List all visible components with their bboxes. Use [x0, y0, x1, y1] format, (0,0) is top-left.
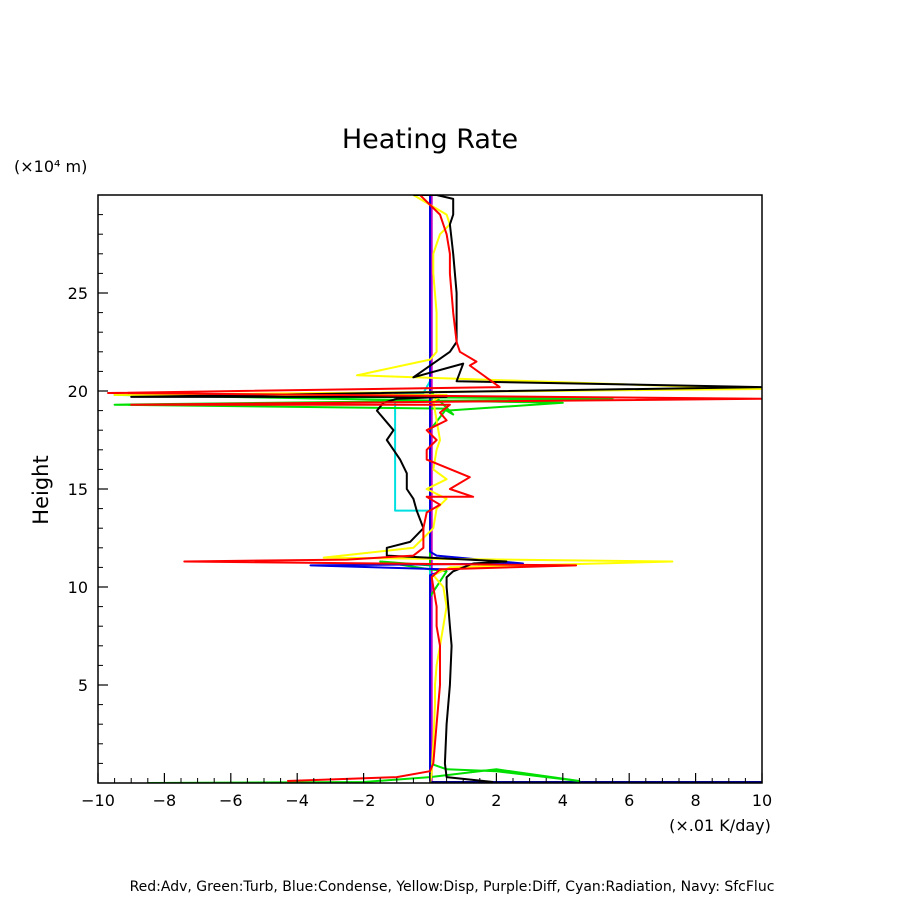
x-tick-label: −4: [285, 791, 309, 810]
x-tick-label: −10: [81, 791, 115, 810]
series-layer: [107, 195, 762, 783]
x-tick-label: −8: [153, 791, 177, 810]
x-tick-label: 0: [425, 791, 435, 810]
x-tick-label: 4: [558, 791, 568, 810]
x-axis-label: (×.01 K/day): [669, 816, 771, 835]
x-tick-label: −6: [219, 791, 243, 810]
y-tick-label: 20: [68, 382, 88, 401]
axis-layer: −10 −8 −6 −4 −2 0 2 4 6 8 10 5 10 15 20 25: [68, 214, 772, 810]
series-line-4: [309, 195, 524, 783]
y-tick-label: 5: [78, 676, 88, 695]
x-tick-label: −2: [352, 791, 376, 810]
plot-frame: [97, 194, 763, 784]
chart-title: Heating Rate: [342, 124, 518, 155]
series-line-7: [107, 195, 762, 782]
y-tick-label: 25: [68, 284, 88, 303]
series-line-1: [429, 195, 762, 783]
series-line-5: [113, 195, 762, 783]
x-tick-label: 8: [691, 791, 701, 810]
legend-text: Red:Adv, Green:Turb, Blue:Condense, Yell…: [130, 879, 775, 895]
series-line-2: [394, 380, 431, 783]
series-line-6: [130, 195, 762, 783]
x-tick-label: 10: [752, 791, 772, 810]
y-tick-label: 15: [68, 480, 88, 499]
y-tick-label: 10: [68, 578, 88, 597]
x-tick-label: 2: [491, 791, 501, 810]
x-tick-label: 6: [624, 791, 634, 810]
y-axis-label: Height: [29, 455, 53, 524]
y-axis-unit: (×10⁴ m): [14, 157, 87, 176]
series-line-3: [113, 195, 614, 783]
